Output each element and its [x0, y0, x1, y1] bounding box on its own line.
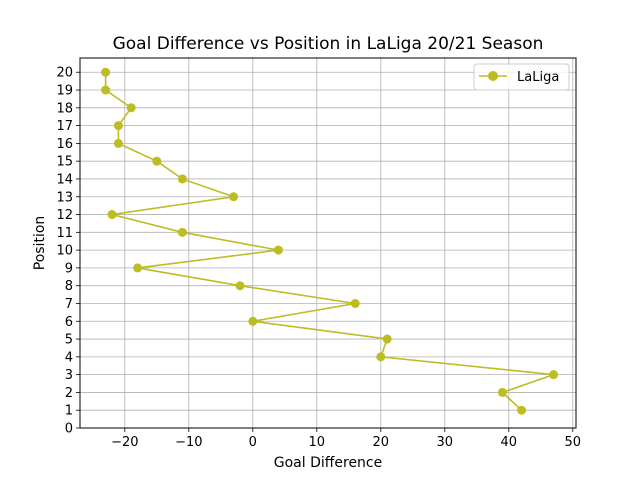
y-tick-label: 18 [56, 101, 73, 116]
x-tick-label: 10 [309, 435, 326, 450]
y-tick-label: 6 [65, 315, 73, 330]
x-tick-label: 40 [501, 435, 518, 450]
data-point [101, 67, 111, 77]
y-tick-label: 17 [56, 119, 73, 134]
y-tick-label: 3 [65, 368, 73, 383]
data-point [376, 352, 386, 362]
x-axis-ticks: −20 −10 0 10 20 30 40 50 [111, 428, 581, 450]
x-tick-label: −20 [111, 435, 138, 450]
data-point [273, 245, 283, 255]
y-tick-label: 20 [56, 66, 73, 81]
y-tick-label: 1 [65, 404, 73, 419]
plot-frame [79, 57, 577, 429]
x-tick-label: −10 [175, 435, 202, 450]
data-point [113, 121, 123, 131]
data-point [152, 156, 162, 166]
series-laliga [101, 67, 559, 415]
y-tick-label: 11 [56, 226, 73, 241]
y-tick-label: 14 [56, 172, 73, 187]
y-tick-label: 4 [65, 350, 73, 365]
x-axis-label: Goal Difference [274, 455, 383, 471]
legend[interactable]: LaLiga [473, 63, 570, 91]
data-point [126, 103, 136, 113]
y-tick-label: 19 [56, 84, 73, 99]
x-tick-label: 30 [437, 435, 454, 450]
data-point [517, 405, 527, 415]
data-point [113, 138, 123, 148]
data-point [107, 210, 117, 220]
y-tick-label: 5 [65, 333, 73, 348]
y-tick-label: 15 [56, 155, 73, 170]
y-tick-label: 8 [65, 279, 73, 294]
grid-lines [80, 58, 576, 429]
data-point [235, 281, 245, 291]
chart-title: Goal Difference vs Position in LaLiga 20… [113, 34, 544, 54]
series-line [104, 72, 554, 411]
data-point [177, 227, 187, 237]
y-tick-label: 0 [65, 422, 73, 437]
data-point [382, 334, 392, 344]
data-point [497, 387, 507, 397]
x-tick-label: 50 [565, 435, 582, 450]
y-axis-label: Position [32, 216, 48, 271]
y-tick-label: 10 [56, 244, 73, 259]
data-point [248, 316, 258, 326]
legend-box [473, 63, 570, 91]
x-tick-label: 20 [373, 435, 390, 450]
data-point [177, 174, 187, 184]
y-tick-label: 2 [65, 386, 73, 401]
data-point [229, 192, 239, 202]
data-point [101, 85, 111, 95]
legend-marker-icon [488, 71, 498, 81]
data-point [350, 298, 360, 308]
y-tick-label: 7 [65, 297, 73, 312]
data-point [549, 370, 559, 380]
x-tick-label: 0 [249, 435, 257, 450]
y-tick-label: 9 [65, 261, 73, 276]
legend-label-laliga: LaLiga [517, 70, 559, 85]
y-tick-label: 12 [56, 208, 73, 223]
y-tick-label: 13 [56, 190, 73, 205]
y-tick-label: 16 [56, 137, 73, 152]
data-point [133, 263, 143, 273]
